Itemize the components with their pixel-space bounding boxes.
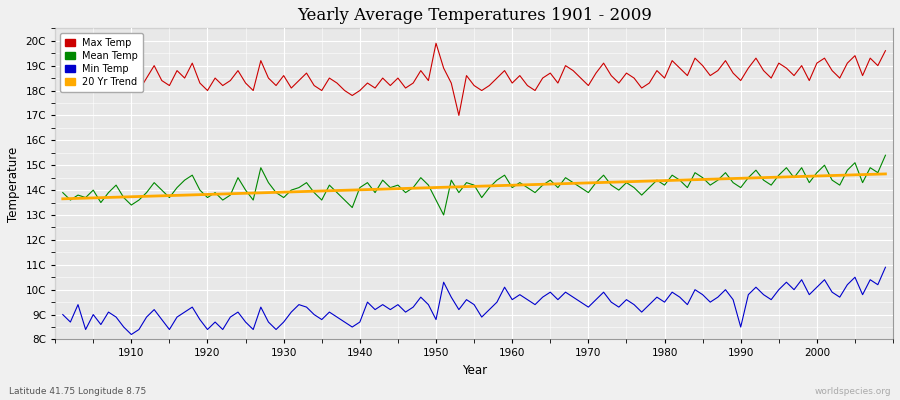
Text: worldspecies.org: worldspecies.org: [814, 387, 891, 396]
Text: Latitude 41.75 Longitude 8.75: Latitude 41.75 Longitude 8.75: [9, 387, 146, 396]
Title: Yearly Average Temperatures 1901 - 2009: Yearly Average Temperatures 1901 - 2009: [297, 7, 652, 24]
Legend: Max Temp, Mean Temp, Min Temp, 20 Yr Trend: Max Temp, Mean Temp, Min Temp, 20 Yr Tre…: [60, 33, 143, 92]
Y-axis label: Temperature: Temperature: [7, 146, 20, 222]
X-axis label: Year: Year: [462, 364, 487, 377]
